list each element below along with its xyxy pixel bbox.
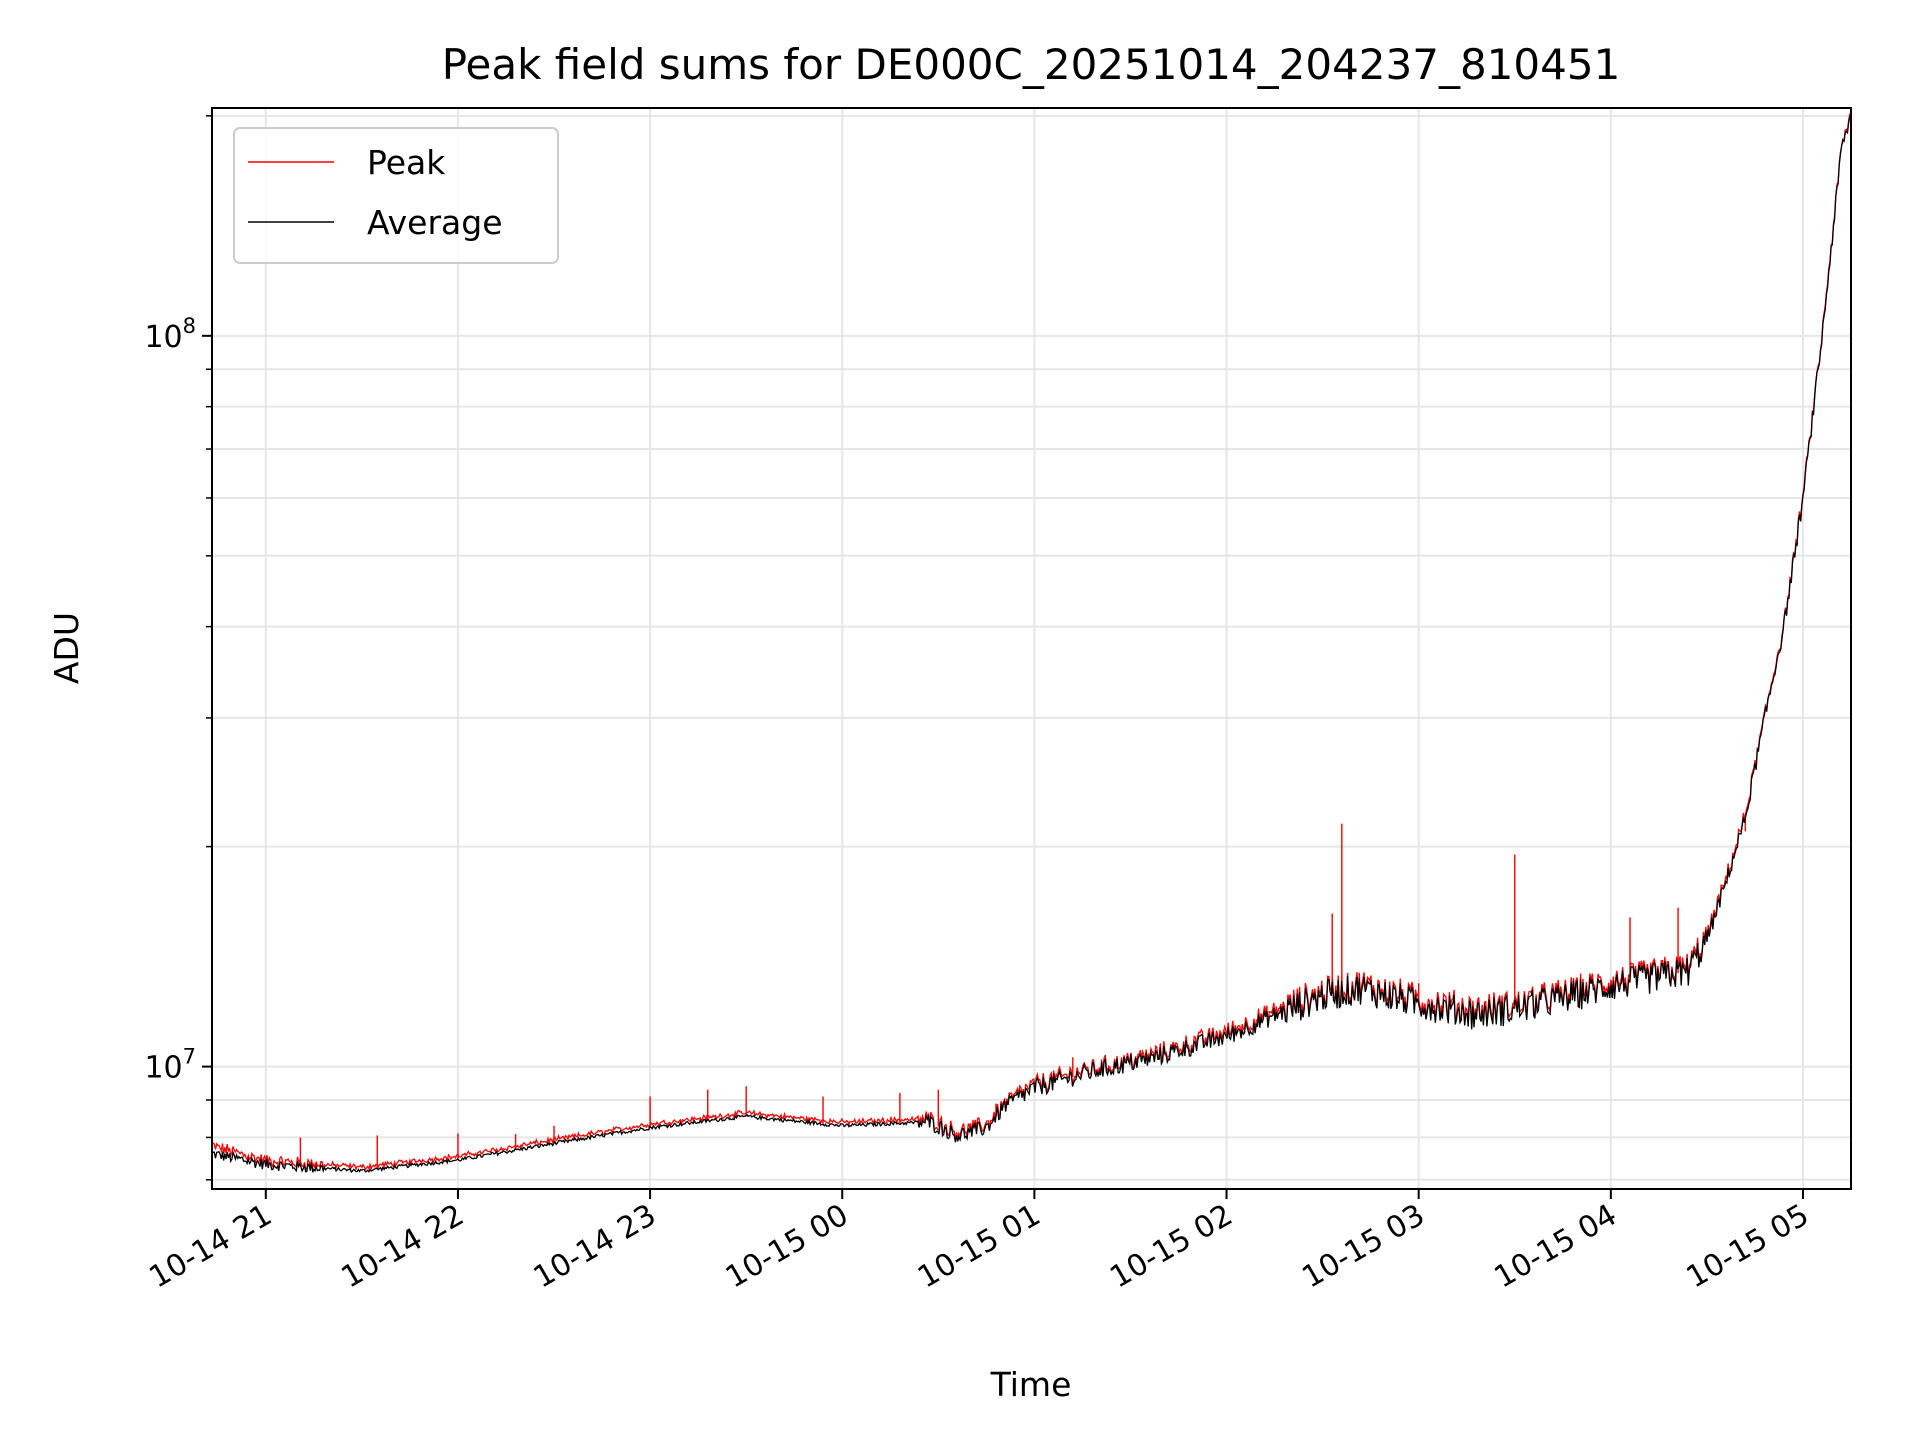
y-axis-label: ADU [47,612,86,684]
x-axis-label: Time [990,1365,1072,1404]
series-layer [212,112,1851,1174]
average-series-line [212,114,1851,1174]
legend: Peak Average [233,127,559,264]
y-tick-label: 107 [144,1045,196,1086]
legend-average-label: Average [367,203,503,242]
y-tick-label: 108 [144,314,196,355]
y-axis: 107 108 [144,115,212,1181]
plot-frame [211,107,1852,1190]
grid [212,108,1851,1189]
chart-title: Peak field sums for DE000C_20251014_2042… [442,40,1621,89]
legend-peak-label: Peak [367,143,446,182]
